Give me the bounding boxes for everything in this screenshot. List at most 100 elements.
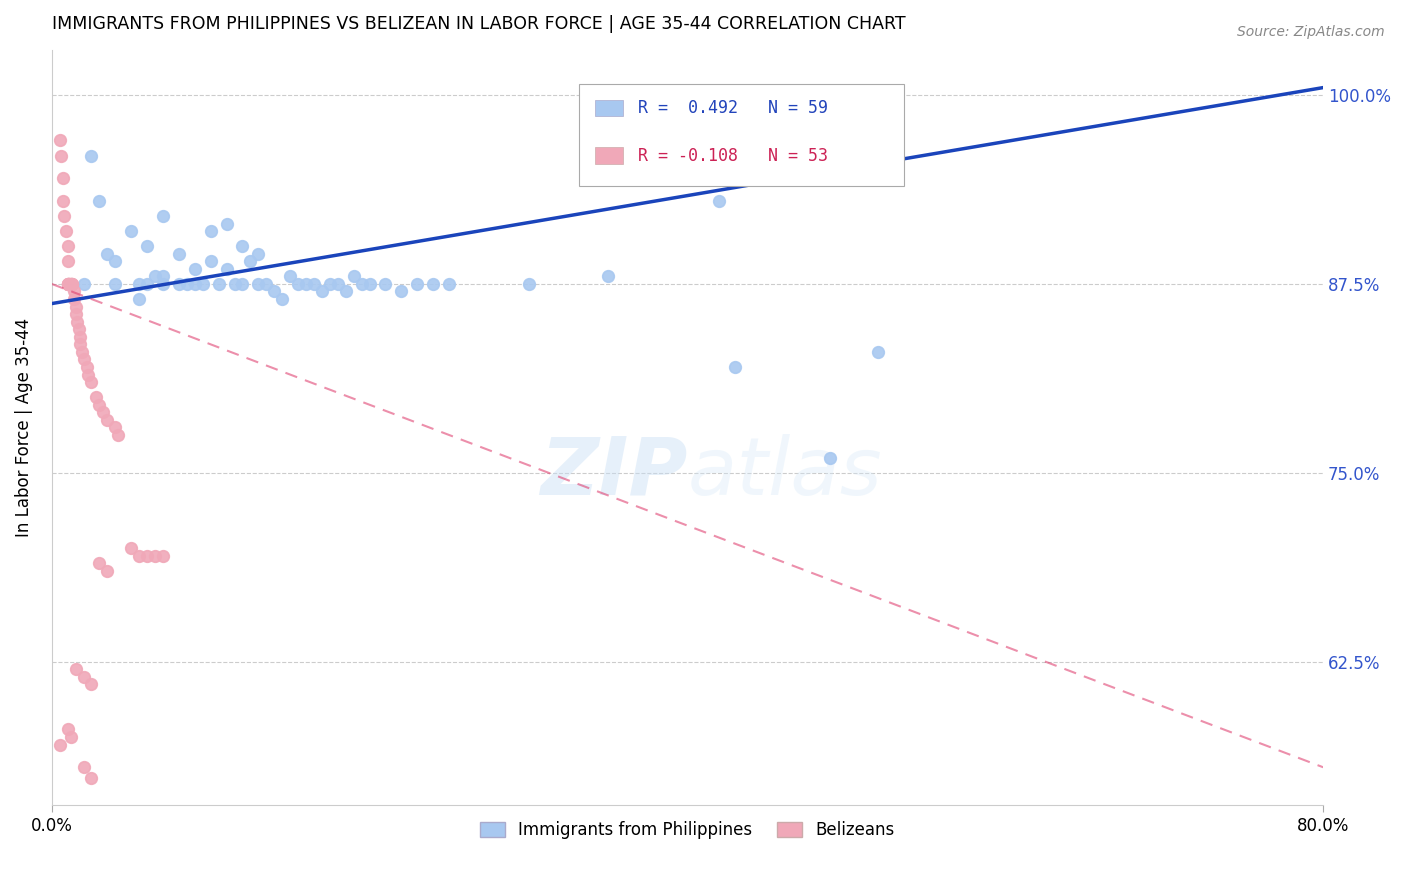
Point [231, 277, 253, 291]
Point [59, 277, 82, 291]
Point [56, 723, 79, 737]
Point [200, 224, 222, 238]
Point [176, 277, 198, 291]
Point [302, 277, 325, 291]
Point [69, 330, 91, 344]
Point [77, 368, 100, 382]
Point [66, 315, 89, 329]
Point [167, 246, 190, 260]
Point [104, 420, 127, 434]
Point [359, 277, 381, 291]
Point [96, 246, 118, 260]
Point [58, 277, 80, 291]
Point [215, 261, 238, 276]
Point [56, 239, 79, 253]
Point [48, 738, 70, 752]
Point [72, 352, 94, 367]
Point [271, 292, 294, 306]
Point [517, 277, 540, 291]
Point [128, 549, 150, 563]
Point [67, 322, 90, 336]
Point [65, 662, 87, 676]
Point [62, 277, 84, 291]
Point [104, 277, 127, 291]
Y-axis label: In Labor Force | Age 35-44: In Labor Force | Age 35-44 [15, 318, 32, 537]
Point [89, 557, 111, 571]
Point [207, 277, 229, 291]
Point [596, 269, 619, 284]
Text: R =  0.492   N = 59: R = 0.492 N = 59 [638, 99, 828, 117]
Point [200, 254, 222, 268]
Point [107, 428, 129, 442]
Point [136, 239, 159, 253]
Point [84, 390, 107, 404]
Point [724, 359, 747, 374]
Point [374, 277, 396, 291]
Point [65, 300, 87, 314]
Point [52, 171, 75, 186]
Point [350, 277, 373, 291]
Point [120, 541, 142, 556]
Point [69, 337, 91, 351]
Point [231, 239, 253, 253]
Point [343, 269, 366, 284]
Text: ZIP: ZIP [540, 434, 688, 512]
Point [128, 292, 150, 306]
Point [56, 277, 79, 291]
Point [184, 277, 207, 291]
Point [80, 771, 103, 785]
Point [80, 677, 103, 691]
Point [143, 269, 166, 284]
Point [191, 277, 214, 291]
Point [755, 163, 778, 178]
Text: Source: ZipAtlas.com: Source: ZipAtlas.com [1237, 25, 1385, 39]
Point [51, 148, 73, 162]
Point [63, 292, 86, 306]
Point [184, 261, 207, 276]
Point [56, 277, 79, 291]
Point [89, 398, 111, 412]
Point [406, 277, 429, 291]
Point [335, 285, 357, 299]
Point [311, 285, 333, 299]
Text: IMMIGRANTS FROM PHILIPPINES VS BELIZEAN IN LABOR FORCE | AGE 35-44 CORRELATION C: IMMIGRANTS FROM PHILIPPINES VS BELIZEAN … [52, 15, 905, 33]
Point [278, 269, 301, 284]
Point [80, 375, 103, 389]
Point [1360, 103, 1382, 118]
Point [53, 209, 76, 223]
Point [709, 194, 731, 208]
Point [136, 549, 159, 563]
Point [263, 285, 285, 299]
Point [152, 269, 174, 284]
FancyBboxPatch shape [595, 100, 623, 116]
Point [152, 549, 174, 563]
Point [59, 730, 82, 744]
Point [820, 450, 842, 465]
Point [152, 277, 174, 291]
Legend: Immigrants from Philippines, Belizeans: Immigrants from Philippines, Belizeans [474, 814, 901, 846]
Point [239, 254, 262, 268]
Point [120, 224, 142, 238]
Point [96, 413, 118, 427]
Point [224, 277, 246, 291]
Point [56, 254, 79, 268]
Point [62, 277, 84, 291]
FancyBboxPatch shape [579, 84, 904, 186]
Point [91, 405, 114, 419]
Point [89, 194, 111, 208]
Point [72, 670, 94, 684]
Point [56, 277, 79, 291]
Point [215, 217, 238, 231]
Point [287, 277, 309, 291]
Point [72, 760, 94, 774]
Point [52, 194, 75, 208]
Point [326, 277, 349, 291]
Point [152, 209, 174, 223]
Point [55, 224, 77, 238]
Point [72, 277, 94, 291]
Point [437, 277, 460, 291]
Point [136, 277, 159, 291]
Point [167, 277, 190, 291]
Point [422, 277, 444, 291]
Text: R = -0.108   N = 53: R = -0.108 N = 53 [638, 146, 828, 164]
